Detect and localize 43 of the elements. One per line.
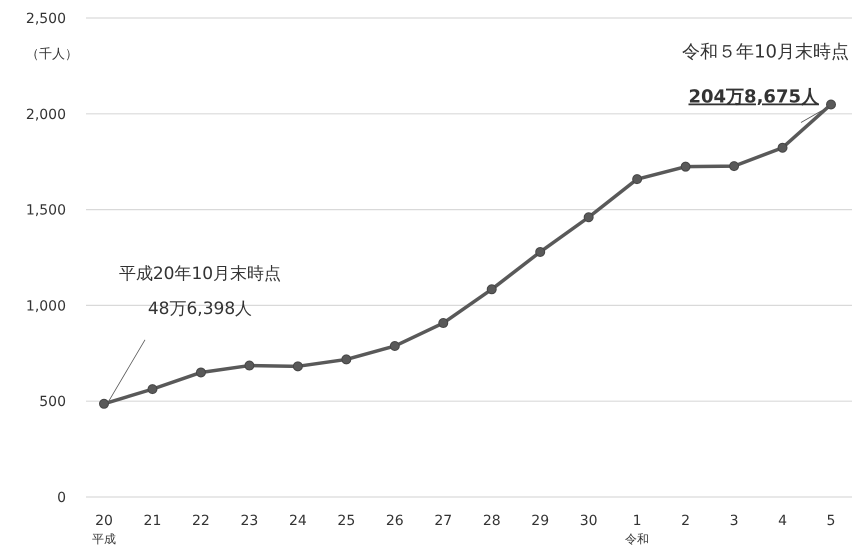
x-tick-label: 25 (337, 513, 356, 529)
x-tick-label: 24 (288, 513, 307, 529)
y-tick-label: 2,000 (26, 106, 66, 123)
x-tick-label: 3 (730, 513, 739, 529)
x-tick-label: 28 (482, 513, 501, 529)
point (196, 367, 206, 378)
x-tick-label: 2 (681, 513, 690, 529)
annotation: 48万6,398人 (148, 298, 252, 319)
y-tick-label: 1,000 (26, 298, 66, 314)
x-tick-label: 5 (826, 513, 836, 529)
annotation: 204万8,675人 (688, 86, 820, 108)
annotation: 令和５年10月末時点 204万8,675人 (682, 41, 849, 123)
point (486, 284, 497, 294)
point (292, 361, 303, 372)
x-tick-label: 26 (386, 513, 404, 529)
point (535, 246, 546, 257)
point (632, 174, 642, 184)
annotation: 平成20年10月末時点 48万6,398人 (106, 264, 282, 406)
x-tick-label: 29 (531, 513, 550, 529)
x-tick-label: 4 (778, 513, 788, 529)
point (826, 99, 836, 110)
point (390, 341, 400, 352)
x-tick-label: 30 (580, 513, 598, 529)
point (244, 360, 254, 371)
y-tick-label: 500 (39, 394, 66, 410)
y-axis-title: （千人） (26, 47, 78, 62)
point (680, 162, 691, 172)
point (438, 318, 448, 328)
point (729, 161, 740, 172)
x-tick-label: 27 (434, 513, 452, 529)
point (341, 354, 352, 364)
point (778, 142, 788, 153)
y-tick-label: 0 (57, 490, 66, 506)
y-tick-label: 1,500 (26, 202, 66, 219)
annotation: 令和５年10月末時点 (682, 41, 849, 62)
point (99, 398, 109, 409)
annotation: 平成20年10月末時点 (118, 264, 282, 284)
point (147, 384, 158, 394)
x-tick-label: 23 (240, 513, 258, 529)
x-tick-label: 21 (144, 513, 162, 529)
x-tick-label: 22 (192, 513, 210, 529)
point (584, 212, 594, 222)
y-tick-label: 2,500 (26, 11, 66, 27)
